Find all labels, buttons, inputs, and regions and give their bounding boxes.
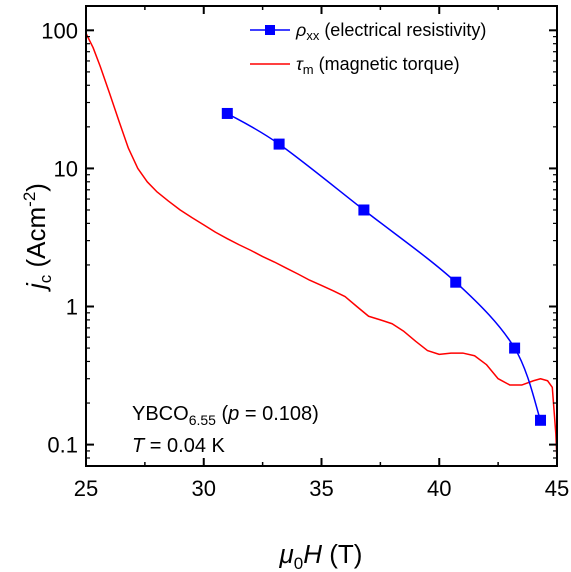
x-tick-label: 25 (74, 476, 98, 501)
y-tick-label: 100 (41, 18, 78, 43)
data-point-resistivity-3 (358, 204, 370, 216)
data-point-resistivity-6 (535, 414, 547, 426)
data-point-resistivity-2 (273, 138, 285, 150)
data-point-resistivity-1 (221, 107, 233, 119)
x-tick-label: 45 (545, 476, 569, 501)
x-tick-label: 40 (427, 476, 451, 501)
plot-frame (85, 5, 558, 467)
y-tick-label: 1 (66, 295, 78, 320)
legend-item-torque: τm (magnetic torque) (250, 54, 460, 77)
annotation-temperature: T = 0.04 K (132, 435, 225, 457)
x-tick-label: 30 (192, 476, 216, 501)
legend-item-resistivity: ρxx (electrical resistivity) (250, 20, 486, 43)
data-point-resistivity-5 (509, 342, 521, 354)
annotation-sample: YBCO6.55 (p = 0.108) (132, 403, 319, 428)
y-tick-label: 0.1 (47, 433, 78, 458)
legend: ρxx (electrical resistivity) τm (magneti… (250, 20, 486, 77)
data-point-resistivity-4 (450, 276, 462, 288)
y-tick-label: 10 (54, 156, 78, 181)
series-line-torque (86, 33, 557, 462)
curves (86, 33, 557, 462)
plot-layer (86, 33, 557, 462)
legend-marker-resistivity (265, 25, 275, 35)
x-axis-title: μ0H (T) (279, 539, 363, 572)
legend-label-torque: τm (magnetic torque) (296, 54, 460, 77)
y-axis-title: jc (Acm-2) (20, 183, 55, 292)
x-tick-label: 35 (309, 476, 333, 501)
tick-layer: 25 30 35 40 45 0.1 1 10 100 (41, 6, 569, 501)
legend-label-resistivity: ρxx (electrical resistivity) (295, 20, 486, 43)
